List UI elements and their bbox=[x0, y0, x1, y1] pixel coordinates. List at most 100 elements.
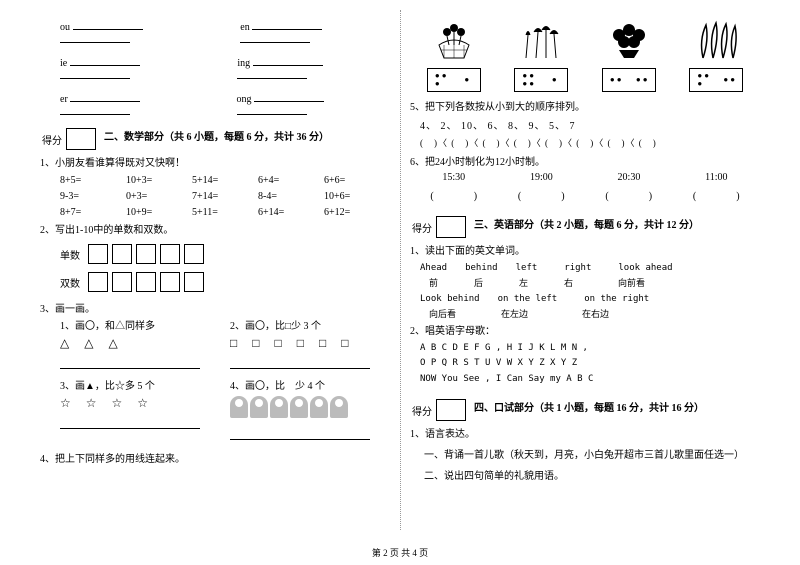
paren: ( ) bbox=[430, 187, 477, 202]
shape-icon bbox=[250, 396, 268, 418]
chinese-meaning: 向后看 在左边 在右边 bbox=[420, 307, 760, 322]
english-words: Look behind on the left on the right bbox=[420, 292, 760, 307]
right-column: ● ●● ● ● ●● ●● ● ●● ● ● ●● ● ● 5、把下列各数按从… bbox=[400, 20, 770, 540]
time-value: 20:30 bbox=[618, 172, 641, 183]
arith-cell: 8-4= bbox=[258, 189, 324, 205]
blank bbox=[73, 20, 143, 30]
pinyin-label: ong bbox=[237, 94, 252, 105]
question-text: 2、唱英语字母歌： bbox=[410, 322, 760, 337]
sub-question: 二、说出四句简单的礼貌用语。 bbox=[424, 467, 760, 482]
question-text: 2、写出1-10中的单数和双数。 bbox=[40, 221, 390, 236]
arith-cell: 6+4= bbox=[258, 173, 324, 189]
odd-row: 单数 bbox=[60, 244, 390, 264]
domino: ● ●● ● bbox=[427, 68, 481, 92]
sub-question: 2、画〇，比□少 3 个 bbox=[230, 317, 370, 332]
even-row: 双数 bbox=[60, 272, 390, 292]
time-value: 15:30 bbox=[442, 172, 465, 183]
leaves-icon bbox=[691, 20, 741, 60]
time-value: 19:00 bbox=[530, 172, 553, 183]
score-label: 得分 bbox=[410, 216, 434, 238]
question-text: 5、把下列各数按从小到大的顺序排列。 bbox=[410, 98, 760, 113]
blank bbox=[253, 56, 323, 66]
paren-sequence: ( )〈 ( )〈 ( )〈 ( )〈 ( )〈 ( )〈 ( )〈 ( ) bbox=[420, 136, 760, 149]
arithmetic-grid: 8+5= 10+3= 5+14= 6+4= 6+6= 9-3= 0+3= 7+1… bbox=[60, 173, 390, 221]
shapes: ☆ ☆ ☆ ☆ bbox=[60, 396, 200, 411]
arith-cell: 5+14= bbox=[192, 173, 258, 189]
pinyin-row: ie ing bbox=[40, 56, 390, 82]
arith-cell: 6+12= bbox=[324, 205, 390, 221]
left-column: ou en ie ing er ong 得分 二、数学部分（共 6 小题，每题 … bbox=[30, 20, 400, 540]
table-row: 9-3= 0+3= 7+14= 8-4= 10+6= bbox=[60, 189, 390, 205]
score-cell bbox=[66, 128, 96, 150]
paren-row: ( ) ( ) ( ) ( ) bbox=[410, 187, 760, 202]
chinese-meaning: 前 后 左 右 向前看 bbox=[420, 276, 760, 291]
score-box: 得分 二、数学部分（共 6 小题，每题 6 分，共计 36 分） bbox=[40, 128, 390, 150]
arith-cell: 9-3= bbox=[60, 189, 126, 205]
even-label: 双数 bbox=[60, 275, 80, 290]
shape-icon bbox=[270, 396, 288, 418]
blank bbox=[237, 69, 307, 79]
picture-row bbox=[410, 20, 760, 60]
section-title: 三、英语部分（共 2 小题，每题 6 分，共计 12 分） bbox=[474, 216, 699, 238]
alphabet-line: NOW You See , I Can Say my A B C bbox=[420, 372, 760, 387]
arith-cell: 7+14= bbox=[192, 189, 258, 205]
flower-basket-icon bbox=[429, 20, 479, 60]
blank bbox=[70, 92, 140, 102]
blank bbox=[60, 33, 130, 43]
odd-label: 单数 bbox=[60, 247, 80, 262]
score-cell bbox=[436, 399, 466, 421]
page-footer: 第 2 页 共 4 页 bbox=[0, 546, 800, 559]
score-label: 得分 bbox=[40, 128, 64, 150]
answer-box bbox=[160, 244, 180, 264]
flower-bouquet-icon bbox=[604, 20, 654, 60]
answer-line bbox=[60, 355, 200, 369]
draw-col: 3、画▲，比☆多 5 个 ☆ ☆ ☆ ☆ bbox=[60, 377, 200, 440]
blank bbox=[252, 20, 322, 30]
alphabet-line: A B C D E F G , H I J K L M N , bbox=[420, 341, 760, 356]
question-text: 1、小朋友看谁算得既对又快啊！ bbox=[40, 154, 390, 169]
sub-question: 3、画▲，比☆多 5 个 bbox=[60, 377, 200, 392]
question-text: 6、把24小时制化为12小时制。 bbox=[410, 153, 760, 168]
arith-cell: 6+6= bbox=[324, 173, 390, 189]
domino: ● ●● ● ● bbox=[689, 68, 743, 92]
blank bbox=[240, 33, 310, 43]
table-row: 8+7= 10+9= 5+11= 6+14= 6+12= bbox=[60, 205, 390, 221]
pinyin-row: ou en bbox=[40, 20, 390, 46]
tulips-icon bbox=[516, 20, 566, 60]
shapes: △ △ △ bbox=[60, 336, 200, 351]
shape-icon bbox=[290, 396, 308, 418]
draw-col: 4、画〇，比 少 4 个 bbox=[230, 377, 370, 440]
shapes: □ □ □ □ □ □ bbox=[230, 336, 370, 351]
number-list: 4、 2、 10、 6、 8、 9、 5、 7 bbox=[420, 117, 760, 132]
time-value: 11:00 bbox=[705, 172, 727, 183]
draw-col: 2、画〇，比□少 3 个 □ □ □ □ □ □ bbox=[230, 317, 370, 369]
question-text: 4、把上下同样多的用线连起来。 bbox=[40, 450, 390, 465]
draw-col: 1、画〇，和△同样多 △ △ △ bbox=[60, 317, 200, 369]
blank bbox=[254, 92, 324, 102]
domino-row: ● ●● ● ● ●● ●● ● ●● ● ● ●● ● ● bbox=[410, 68, 760, 92]
answer-box bbox=[88, 272, 108, 292]
arith-cell: 8+5= bbox=[60, 173, 126, 189]
section-title: 四、口试部分（共 1 小题，每题 16 分，共计 16 分） bbox=[474, 399, 704, 421]
paren: ( ) bbox=[518, 187, 565, 202]
table-row: 8+5= 10+3= 5+14= 6+4= 6+6= bbox=[60, 173, 390, 189]
arith-cell: 10+9= bbox=[126, 205, 192, 221]
shape-icon bbox=[310, 396, 328, 418]
draw-area: 1、画〇，和△同样多 △ △ △ 2、画〇，比□少 3 个 □ □ □ □ □ … bbox=[60, 317, 390, 369]
domino: ● ●● ● bbox=[602, 68, 656, 92]
answer-line bbox=[230, 426, 370, 440]
answer-line bbox=[230, 355, 370, 369]
arith-cell: 10+3= bbox=[126, 173, 192, 189]
shapes bbox=[230, 396, 370, 422]
arith-cell: 8+7= bbox=[60, 205, 126, 221]
score-cell bbox=[436, 216, 466, 238]
arith-cell: 0+3= bbox=[126, 189, 192, 205]
section-title: 二、数学部分（共 6 小题，每题 6 分，共计 36 分） bbox=[104, 128, 329, 150]
sub-question: 1、画〇，和△同样多 bbox=[60, 317, 200, 332]
question-text: 3、画一画。 bbox=[40, 300, 390, 315]
answer-box bbox=[184, 272, 204, 292]
answer-line bbox=[60, 415, 200, 429]
shape-icon bbox=[330, 396, 348, 418]
pinyin-label: er bbox=[60, 94, 68, 105]
domino: ● ●● ●● bbox=[514, 68, 568, 92]
